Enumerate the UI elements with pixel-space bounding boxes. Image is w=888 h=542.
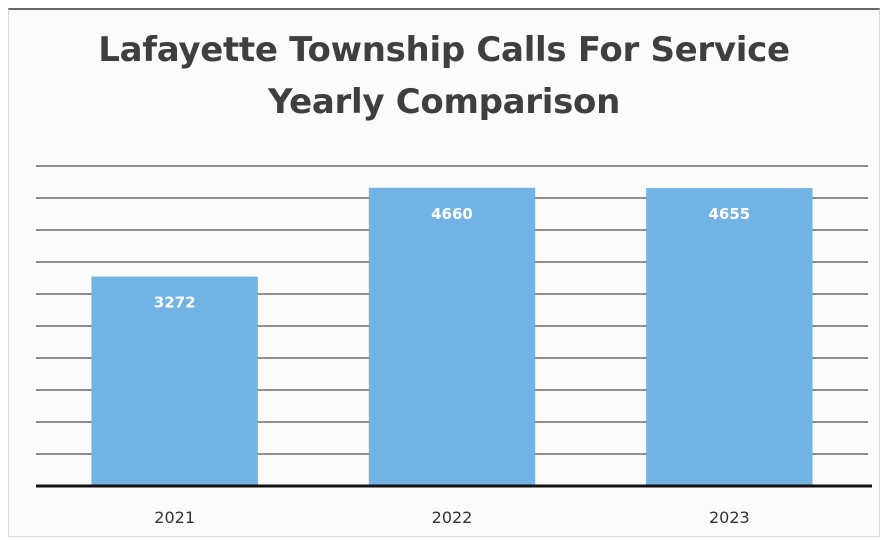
data-label-2021: 3272 (154, 294, 196, 312)
bar-2021 (91, 276, 258, 486)
chart-title-block: Lafayette Township Calls For Service Yea… (0, 24, 888, 128)
bar-2023 (646, 188, 813, 486)
chart-title: Lafayette Township Calls For Service (98, 30, 790, 70)
data-label-2023: 4655 (708, 205, 750, 223)
data-label-2022: 4660 (431, 205, 473, 223)
x-tick-label-2022: 2022 (432, 508, 473, 527)
bar-2022 (368, 187, 536, 486)
chart-subtitle: Yearly Comparison (267, 82, 621, 122)
x-tick-label-2021: 2021 (154, 508, 195, 527)
x-tick-label-2023: 2023 (709, 508, 750, 527)
